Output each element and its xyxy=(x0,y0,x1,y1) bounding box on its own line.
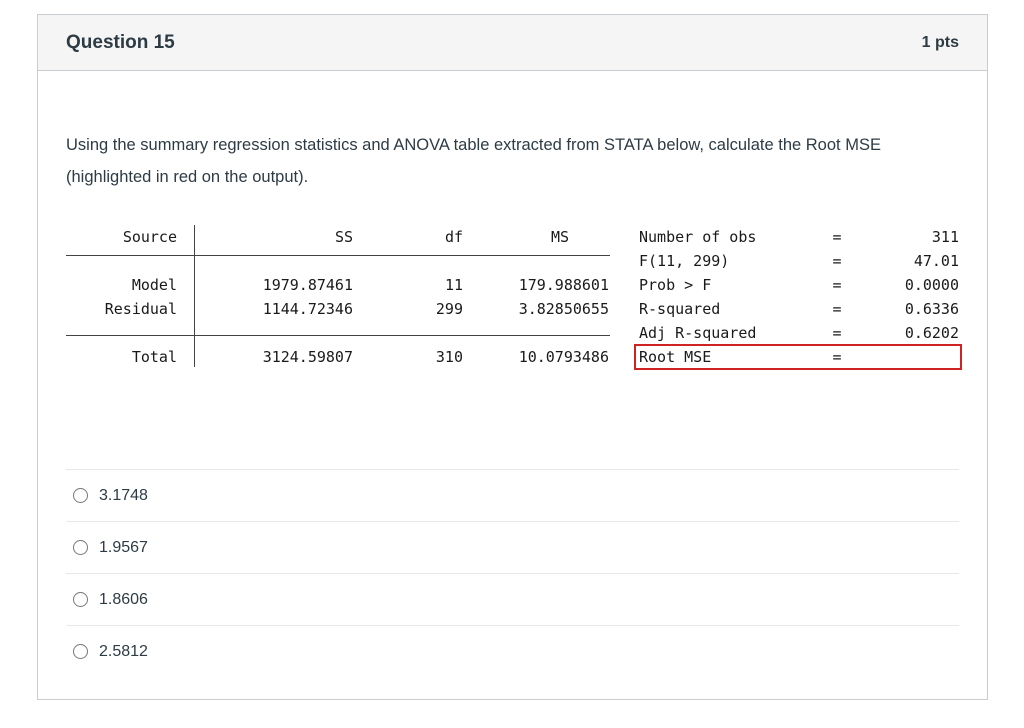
radio-button-icon[interactable] xyxy=(73,644,88,659)
anova-residual-df: 299 xyxy=(435,300,463,318)
anova-row-total: Total 3124.59807 310 10.0793486 xyxy=(66,345,610,369)
stat-row-root-mse: Root MSE = xyxy=(639,345,959,369)
answer-options: 3.1748 1.9567 1.8606 2.5812 xyxy=(66,469,959,677)
answer-option-label: 2.5812 xyxy=(99,642,148,660)
answer-option-label: 3.1748 xyxy=(99,486,148,504)
anova-model-ss: 1979.87461 xyxy=(262,276,353,294)
radio-button-icon[interactable] xyxy=(73,592,88,607)
equals-sign: = xyxy=(832,252,842,270)
anova-residual-source: Residual xyxy=(104,300,177,318)
question-title: Question 15 xyxy=(66,31,175,53)
anova-header-ms: MS xyxy=(550,228,569,246)
anova-total-ss: 3124.59807 xyxy=(262,348,353,366)
stat-value: 0.6202 xyxy=(904,324,959,342)
anova-header-df: df xyxy=(444,228,463,246)
anova-header-source: Source xyxy=(122,228,177,246)
stata-output: Source SS df MS Model 1979.87461 11 179.… xyxy=(66,225,962,370)
regression-stats: Number of obs = 311 F(11, 299) = 47.01 P… xyxy=(634,225,962,370)
root-mse-highlight-box xyxy=(634,344,962,370)
stat-row-prob-f: Prob > F = 0.0000 xyxy=(639,273,959,297)
answer-option-3[interactable]: 1.8606 xyxy=(66,573,959,625)
anova-separator-row xyxy=(66,321,610,345)
anova-model-df: 11 xyxy=(444,276,463,294)
stat-value: 0.0000 xyxy=(904,276,959,294)
anova-total-ms: 10.0793486 xyxy=(518,348,609,366)
anova-horizontal-rule-top xyxy=(66,255,610,256)
anova-row-residual: Residual 1144.72346 299 3.82850655 xyxy=(66,297,610,321)
stat-label: F(11, 299) xyxy=(639,252,730,270)
answer-option-2[interactable]: 1.9567 xyxy=(66,521,959,573)
anova-residual-ss: 1144.72346 xyxy=(262,300,353,318)
stat-label: Adj R-squared xyxy=(639,324,757,342)
stat-row-adj-r-squared: Adj R-squared = 0.6202 xyxy=(639,321,959,345)
anova-table: Source SS df MS Model 1979.87461 11 179.… xyxy=(66,225,610,369)
anova-horizontal-rule-bottom xyxy=(66,335,610,336)
anova-vertical-rule xyxy=(194,225,195,367)
anova-model-source: Model xyxy=(131,276,177,294)
equals-sign: = xyxy=(832,348,842,366)
equals-sign: = xyxy=(832,228,842,246)
stat-label: Root MSE xyxy=(639,348,712,366)
stat-label: R-squared xyxy=(639,300,721,318)
stat-row-r-squared: R-squared = 0.6336 xyxy=(639,297,959,321)
stat-label: Number of obs xyxy=(639,228,757,246)
equals-sign: = xyxy=(832,324,842,342)
stat-row-number-of-obs: Number of obs = 311 xyxy=(639,225,959,249)
equals-sign: = xyxy=(832,300,842,318)
answer-option-1[interactable]: 3.1748 xyxy=(66,469,959,521)
stat-value: 47.01 xyxy=(913,252,959,270)
question-points: 1 pts xyxy=(921,33,959,51)
radio-button-icon[interactable] xyxy=(73,488,88,503)
anova-total-source: Total xyxy=(131,348,177,366)
stat-value: 0.6336 xyxy=(904,300,959,318)
radio-button-icon[interactable] xyxy=(73,540,88,555)
anova-row-model: Model 1979.87461 11 179.988601 xyxy=(66,273,610,297)
stat-value: 311 xyxy=(931,228,959,246)
question-header: Question 15 1 pts xyxy=(38,15,987,71)
question-body: Using the summary regression statistics … xyxy=(38,129,987,677)
anova-total-df: 310 xyxy=(435,348,463,366)
anova-model-ms: 179.988601 xyxy=(518,276,609,294)
anova-header-ss: SS xyxy=(334,228,353,246)
anova-separator-row xyxy=(66,249,610,273)
question-prompt: Using the summary regression statistics … xyxy=(66,136,881,186)
anova-residual-ms: 3.82850655 xyxy=(518,300,609,318)
stat-label: Prob > F xyxy=(639,276,712,294)
question-card: Question 15 1 pts Using the summary regr… xyxy=(37,14,988,700)
anova-header-row: Source SS df MS xyxy=(66,225,610,249)
equals-sign: = xyxy=(832,276,842,294)
answer-option-label: 1.9567 xyxy=(99,538,148,556)
answer-option-label: 1.8606 xyxy=(99,590,148,608)
answer-option-4[interactable]: 2.5812 xyxy=(66,625,959,677)
stat-row-f-statistic: F(11, 299) = 47.01 xyxy=(639,249,959,273)
